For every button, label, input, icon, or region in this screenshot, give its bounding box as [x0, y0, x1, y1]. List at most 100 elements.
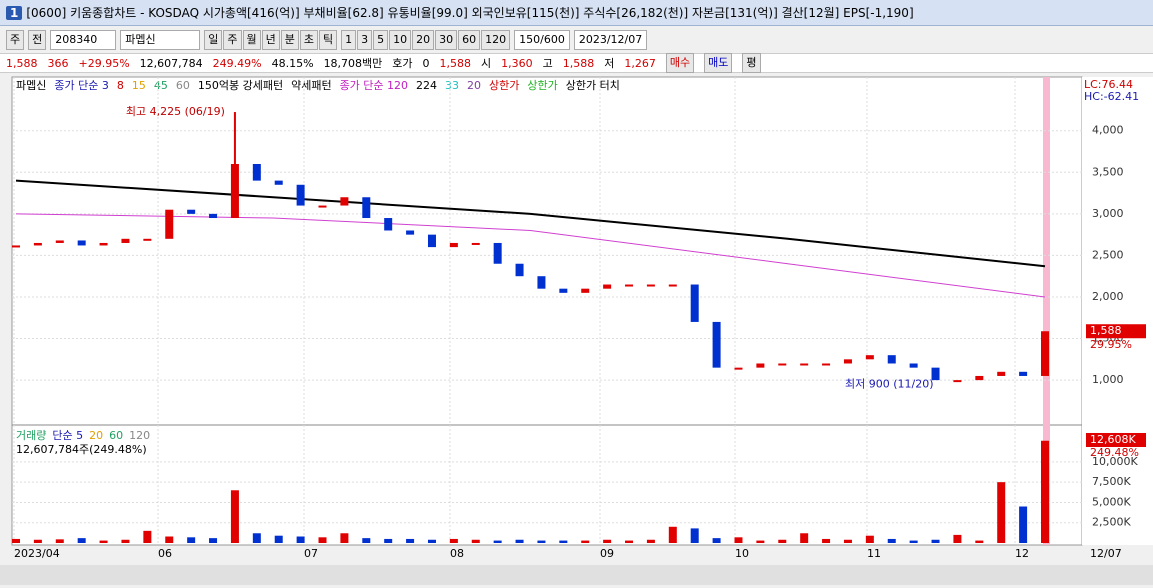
volume-bar — [668, 526, 677, 543]
volume-bar — [800, 533, 809, 543]
number-button[interactable]: 20 — [412, 30, 435, 50]
candle — [274, 180, 283, 185]
high-label: 고 — [542, 57, 553, 70]
volume-legend-item: 60 — [109, 429, 123, 442]
tab[interactable]: 틱 — [319, 30, 338, 50]
number-button[interactable]: 3 — [357, 30, 373, 50]
x-tick-label: 06 — [158, 547, 172, 560]
number-button[interactable]: 120 — [481, 30, 511, 50]
volume: 12,607,784 — [139, 56, 203, 70]
volume-bar — [712, 538, 721, 543]
y-tick-label: 7,500K — [1092, 475, 1131, 488]
volume-bar — [975, 540, 984, 543]
last-volume-box — [1086, 433, 1146, 447]
legend-item: 종가 단순 3 — [54, 79, 108, 92]
volume-bar — [362, 538, 371, 543]
legend-item: 33 — [445, 79, 459, 92]
volume-bar — [471, 539, 480, 543]
tab[interactable]: 초 — [299, 30, 318, 50]
candle — [230, 163, 239, 219]
tab[interactable]: 주 — [223, 30, 242, 50]
volume-bar — [406, 538, 415, 543]
count-field[interactable]: 150/600 — [514, 30, 570, 50]
candle — [997, 371, 1006, 376]
legend-item: 상한가 — [489, 79, 519, 92]
y-tick-label: 1,000 — [1092, 373, 1124, 386]
candle — [1041, 331, 1049, 376]
tab[interactable]: 일 — [204, 30, 223, 50]
tab[interactable]: 분 — [280, 30, 299, 50]
y-tick-label: 10,000K — [1092, 455, 1138, 468]
candle — [493, 242, 502, 264]
volume-bar — [734, 537, 743, 543]
buy-button[interactable]: 매수 — [665, 53, 695, 73]
volume-summary: 12,607,784주(249.48%) — [16, 443, 147, 456]
period-select[interactable]: 주 — [6, 30, 25, 50]
volume-bar — [274, 535, 283, 543]
date-field[interactable]: 2023/12/07 — [573, 30, 648, 50]
hoga-label: 호가 — [392, 57, 413, 70]
volume-legend-item: 거래량 — [16, 429, 46, 442]
hc-label: HC:-62.41 — [1084, 90, 1139, 103]
candle — [603, 284, 612, 289]
candle — [55, 240, 64, 243]
last-price-box — [1086, 324, 1146, 339]
low-label: 저 — [604, 57, 615, 70]
legend-item: 8 — [117, 79, 124, 92]
y-tick-label: 3,500 — [1092, 165, 1124, 178]
volume-bar — [843, 539, 852, 543]
candle — [581, 288, 590, 293]
candle — [449, 242, 458, 248]
volume-bar — [230, 490, 239, 543]
candle — [33, 242, 42, 246]
volume-bar — [493, 540, 502, 543]
tab[interactable]: 월 — [242, 30, 261, 50]
name-field[interactable]: 파멥신 — [120, 30, 201, 50]
tab[interactable]: 년 — [261, 30, 280, 50]
volume-bar — [690, 528, 699, 543]
candle — [887, 355, 896, 364]
candle — [121, 238, 130, 243]
candle — [143, 238, 152, 241]
last-pct: 29.95% — [1090, 338, 1132, 351]
volume-bar — [340, 533, 349, 543]
volume-bar — [187, 537, 196, 543]
volume-bar — [33, 539, 42, 543]
legend-item: 150억봉 강세패턴 — [198, 79, 283, 92]
volume-bar — [449, 538, 458, 543]
candle — [646, 284, 655, 287]
high-note: 최고 4,225 (06/19) — [126, 105, 225, 118]
candle — [756, 363, 765, 368]
plot-bg — [11, 76, 1083, 546]
quote-bar: 1,588 366 +29.95% 12,607,784 249.49% 48.… — [0, 53, 1153, 73]
volume-bar — [77, 538, 86, 543]
scrollbar[interactable] — [0, 565, 1153, 585]
last-price: 1,588 — [1090, 324, 1122, 337]
candle — [668, 284, 677, 287]
sell-button[interactable]: 매도 — [704, 53, 733, 73]
legend-item: 약세패턴 — [291, 78, 331, 92]
code-input[interactable]: 208340 — [50, 30, 117, 50]
volume-pct: 249.49% — [212, 56, 262, 70]
volume-bar — [427, 539, 436, 543]
candle — [953, 380, 962, 383]
volume-bar — [121, 539, 130, 543]
candle — [12, 245, 20, 248]
x-tick-label: 09 — [600, 547, 614, 560]
mode-select[interactable]: 전 — [28, 30, 47, 50]
avg-button[interactable]: 평 — [742, 53, 761, 73]
number-button[interactable]: 30 — [435, 30, 458, 50]
volume-bar — [296, 536, 305, 543]
number-button[interactable]: 60 — [458, 30, 481, 50]
volume-bar — [99, 540, 108, 543]
number-button[interactable]: 5 — [373, 30, 389, 50]
number-button[interactable]: 1 — [341, 30, 357, 50]
candle — [318, 205, 327, 208]
candle — [975, 375, 984, 381]
change: 366 — [47, 56, 69, 70]
volume-bar — [165, 536, 174, 543]
number-button[interactable]: 10 — [389, 30, 412, 50]
amount: 18,708백만 — [323, 57, 383, 70]
candle — [77, 240, 86, 246]
